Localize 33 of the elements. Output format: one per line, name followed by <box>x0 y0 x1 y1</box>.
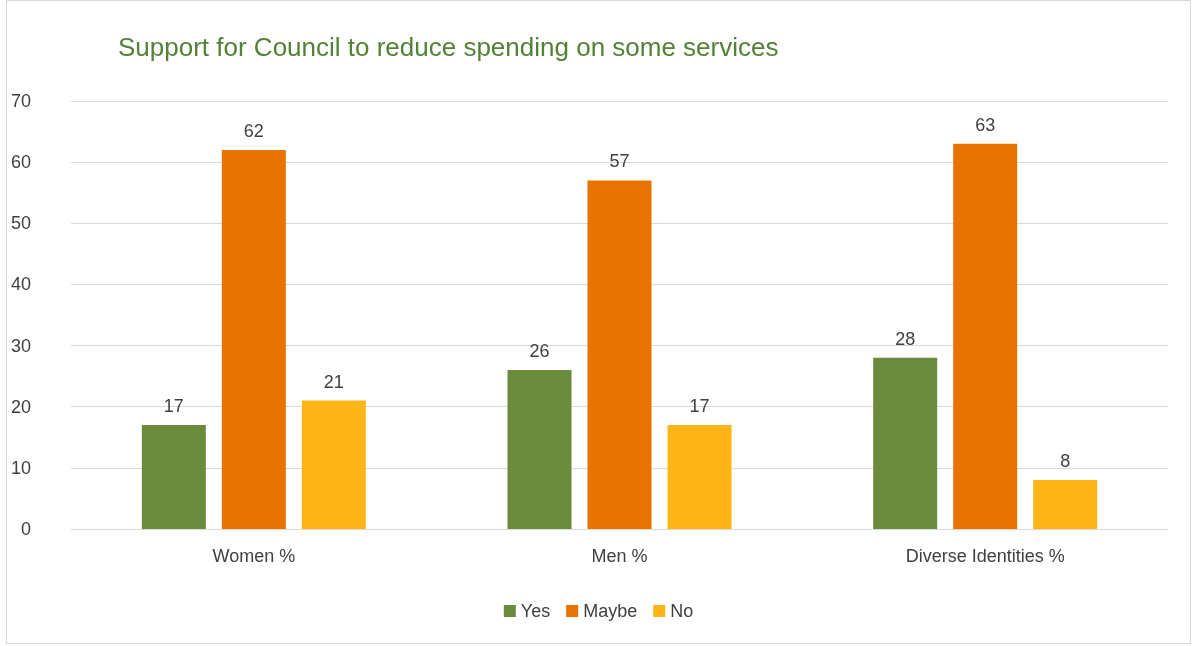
x-tick-label: Diverse Identities % <box>905 546 1065 566</box>
data-label: 8 <box>1060 451 1071 472</box>
data-label: 17 <box>689 396 710 417</box>
y-tick-label: 60 <box>10 152 31 173</box>
bar <box>301 400 366 529</box>
y-tick-label: 40 <box>10 274 31 295</box>
data-label: 57 <box>609 151 630 172</box>
bar <box>141 425 206 529</box>
data-label: 28 <box>895 328 916 349</box>
y-tick-label: 50 <box>10 213 31 234</box>
data-label: 17 <box>163 396 184 417</box>
y-tick-label: 10 <box>10 457 31 478</box>
data-label: 21 <box>323 371 344 392</box>
legend-label: Yes <box>520 601 551 621</box>
legend-label: No <box>670 601 694 621</box>
legend-label: Maybe <box>583 601 638 621</box>
chart-title: Support for Council to reduce spending on some services <box>118 32 779 62</box>
data-label: 63 <box>975 114 996 135</box>
data-label: 62 <box>243 120 264 141</box>
bar <box>667 425 732 529</box>
y-tick-label: 20 <box>10 396 31 417</box>
x-tick-label: Women % <box>212 546 296 566</box>
y-tick-label: 0 <box>20 519 31 539</box>
bar <box>221 149 286 529</box>
bar <box>953 143 1018 529</box>
bar <box>507 370 572 529</box>
bar <box>1033 480 1098 529</box>
data-label: 26 <box>529 341 550 362</box>
x-tick-label: Men % <box>591 546 648 566</box>
bar <box>587 180 652 529</box>
bar <box>873 357 938 529</box>
y-tick-label: 70 <box>10 91 31 111</box>
y-tick-label: 30 <box>10 335 31 356</box>
